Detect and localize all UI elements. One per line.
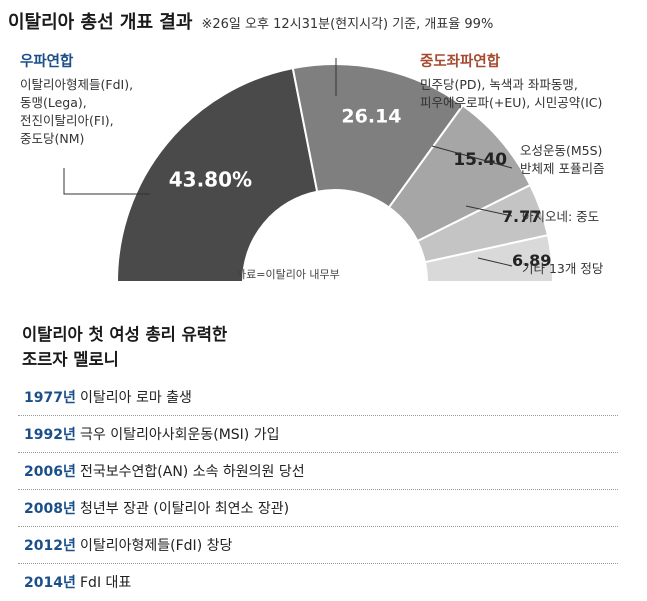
timeline-event: 극우 이탈리아사회운동(MSI) 가입 — [80, 427, 280, 443]
source-note: 자료=이탈리아 내무부 — [236, 268, 340, 281]
timeline-row: 2006년 전국보수연합(AN) 소속 하원의원 당선 — [18, 453, 618, 490]
label-m5s-name: 오성운동(M5S) — [520, 143, 603, 158]
timeline-year: 1992년 — [24, 427, 76, 443]
slice-others — [423, 233, 555, 283]
timeline-event: 이탈리아 로마 출생 — [80, 390, 192, 406]
timeline-row: 1992년 극우 이탈리아사회운동(MSI) 가입 — [18, 416, 618, 453]
timeline-year: 1977년 — [24, 390, 76, 406]
label-m5s: 오성운동(M5S) 반체제 포퓰리즘 — [520, 142, 604, 178]
leader-m5s — [431, 145, 513, 169]
timeline-event: 이탈리아형제들(FdI) 창당 — [80, 538, 233, 554]
bio-title-line: 조르자 멜로니 — [22, 350, 119, 369]
leader-others — [477, 257, 513, 267]
value-label-right-bloc: 43.80% — [169, 168, 252, 192]
party-item: 민주당(PD), 녹색과 좌파동맹, — [420, 77, 578, 92]
value-label-action: 7.77 — [502, 207, 541, 226]
count-note: ※26일 오후 12시31분(현지시각) 기준, 개표율 99% — [201, 17, 494, 32]
party-item: 이탈리아형제들(FdI), — [20, 77, 134, 92]
timeline: 1977년 이탈리아 로마 출생 1992년 극우 이탈리아사회운동(MSI) 가입… — [18, 379, 618, 600]
timeline-event: 전국보수연합(AN) 소속 하원의원 당선 — [80, 464, 305, 480]
timeline-row: 2012년 이탈리아형제들(FdI) 창당 — [18, 527, 618, 564]
timeline-year: 2006년 — [24, 464, 76, 480]
leader-right-bloc — [63, 168, 150, 195]
bloc-center-left-title: 중도좌파연합 — [420, 54, 501, 70]
label-others: 기타 13개 정당 — [522, 261, 604, 276]
timeline-year: 2012년 — [24, 538, 76, 554]
timeline-event: 청년부 장관 (이탈리아 최연소 장관) — [80, 501, 290, 517]
timeline-event: FdI 대표 — [80, 575, 132, 591]
bloc-right-wing-parties: 이탈리아형제들(FdI), 동맹(Lega), 전진이탈리아(FI), 중도당(… — [20, 76, 133, 148]
party-item: 피우에우로파(+EU), 시민공약(IC) — [420, 95, 603, 110]
bloc-center-left-parties: 민주당(PD), 녹색과 좌파동맹, 피우에우로파(+EU), 시민공약(IC) — [420, 76, 602, 112]
slice-center-left — [291, 63, 465, 209]
label-action: 아치오네: 중도 — [522, 209, 600, 224]
bloc-right-wing-title: 우파연합 — [20, 54, 74, 70]
timeline-row: 1977년 이탈리아 로마 출생 — [18, 379, 618, 416]
header: 이탈리아 총선 개표 결과 ※26일 오후 12시31분(현지시각) 기준, 개… — [8, 8, 644, 34]
value-label-others: 6.89 — [512, 251, 551, 270]
seat-donut-chart: 43.80% 26.14 15.40 7.77 6.89 — [63, 58, 555, 283]
timeline-year: 2008년 — [24, 501, 76, 517]
timeline-year: 2014년 — [24, 575, 76, 591]
bio-title-line: 이탈리아 첫 여성 총리 유력한 — [22, 325, 228, 344]
value-label-center-left: 26.14 — [341, 105, 401, 127]
chart-title: 이탈리아 총선 개표 결과 — [8, 12, 193, 33]
slice-right-bloc — [115, 66, 319, 283]
label-m5s-desc: 반체제 포퓰리즘 — [520, 161, 605, 176]
timeline-row: 2008년 청년부 장관 (이탈리아 최연소 장관) — [18, 490, 618, 527]
leader-action — [465, 205, 513, 217]
party-item: 전진이탈리아(FI), — [20, 113, 114, 128]
party-item: 중도당(NM) — [20, 131, 85, 146]
timeline-row: 2014년 FdI 대표 — [18, 564, 618, 600]
value-label-m5s: 15.40 — [453, 150, 507, 170]
bio-title: 이탈리아 첫 여성 총리 유력한 조르자 멜로니 — [22, 322, 227, 372]
party-item: 동맹(Lega), — [20, 95, 87, 110]
